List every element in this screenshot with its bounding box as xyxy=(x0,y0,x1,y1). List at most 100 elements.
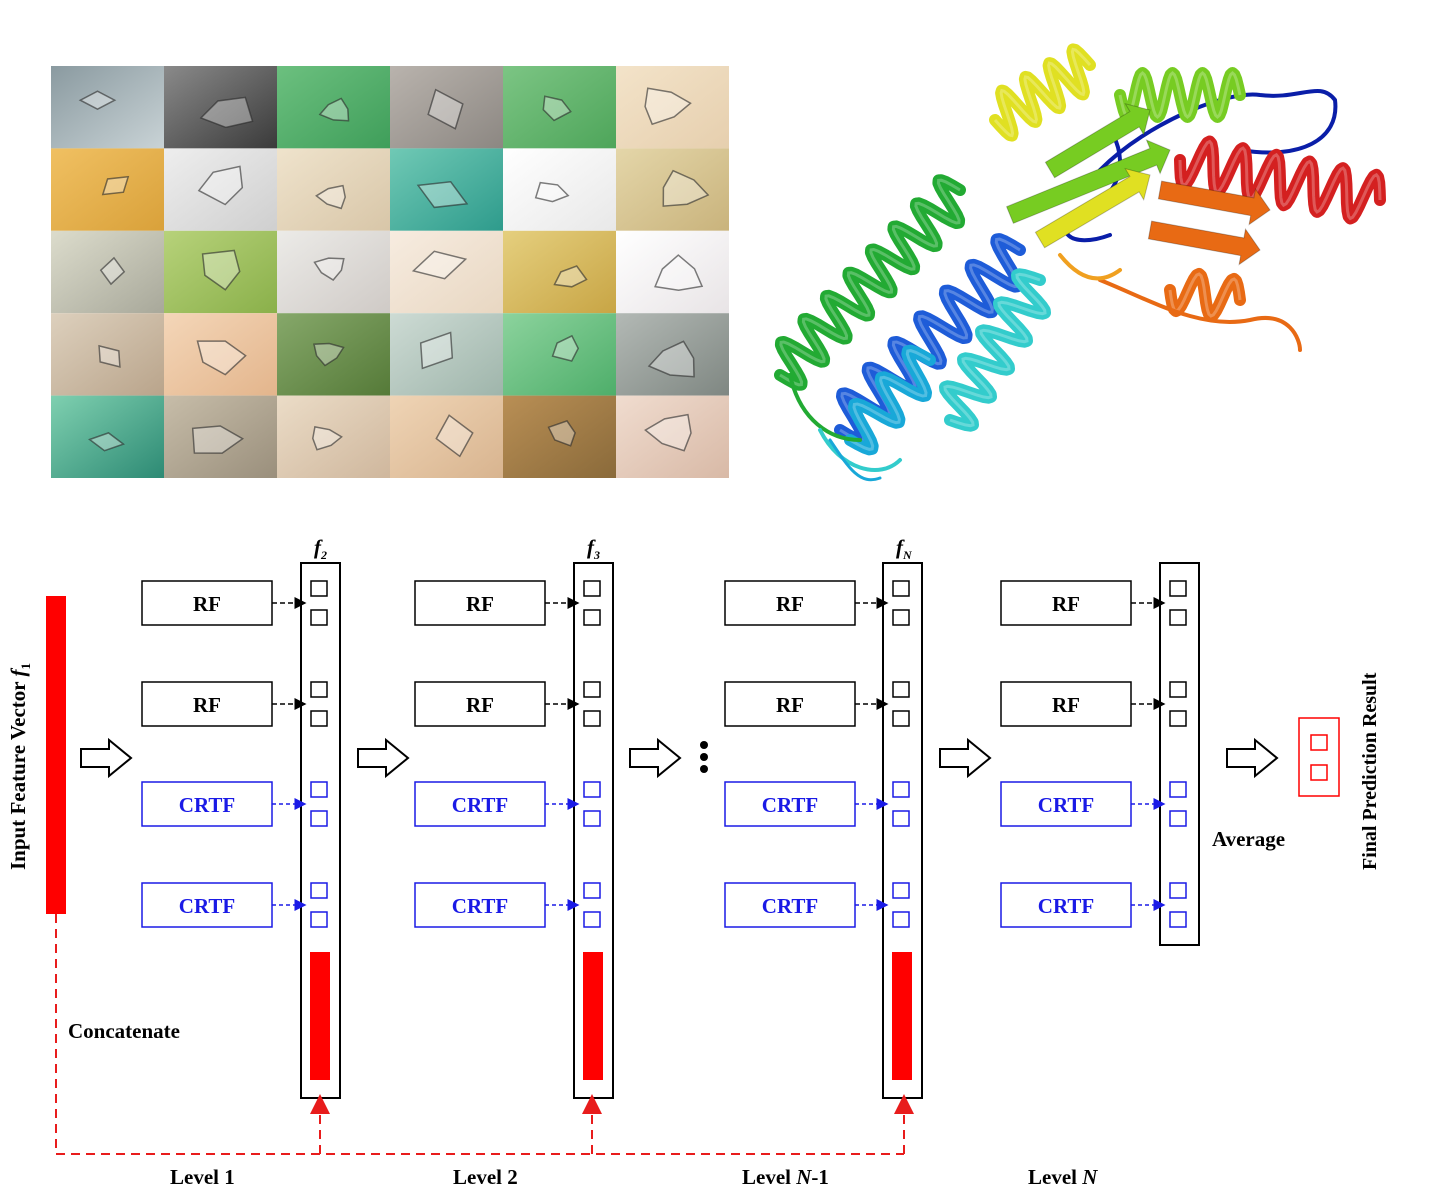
protein-sheet xyxy=(1034,167,1151,249)
crystal-photo-tile xyxy=(51,395,164,478)
protein-sheet xyxy=(1044,103,1151,179)
cascade-levels: RF RF CRTF CRTF f2 Level 1 RF RF CRTF CRTF f3 Level… xyxy=(141,535,1200,1189)
class-prob-cell xyxy=(583,681,601,698)
rf-box-label: RF xyxy=(466,693,494,717)
crystal-photo-tile xyxy=(164,395,277,478)
protein-loop xyxy=(1098,278,1302,352)
concatenate-connector xyxy=(55,914,914,1155)
crtf-box xyxy=(724,882,856,928)
feature-vector-label: fN xyxy=(896,535,913,562)
class-prob-cell xyxy=(1169,882,1187,899)
class-prob-cell xyxy=(892,710,910,727)
class-prob-cell xyxy=(1169,710,1187,727)
rf-box-label: RF xyxy=(776,693,804,717)
protein-structure-image xyxy=(774,43,1386,482)
crystal-photo-tile xyxy=(164,230,277,314)
level-label: Level 1 xyxy=(170,1165,235,1189)
crtf-box-label: CRTF xyxy=(1038,894,1094,918)
crtf-box-label: CRTF xyxy=(452,793,508,817)
class-prob-cell xyxy=(310,810,328,827)
level-2: RF RF CRTF CRTF f3 Level 2 xyxy=(414,535,614,1189)
rf-box-label: RF xyxy=(1052,592,1080,616)
rf-box xyxy=(141,580,273,626)
protein-sheet xyxy=(1157,180,1271,226)
crtf-box-label: CRTF xyxy=(762,894,818,918)
rf-box-label: RF xyxy=(776,592,804,616)
rf-box xyxy=(141,681,273,727)
rf-box-label: RF xyxy=(193,693,221,717)
flow-arrow xyxy=(357,737,410,779)
flow-arrow xyxy=(629,737,682,779)
crystal-photo-tile xyxy=(51,66,164,149)
protein-helix xyxy=(1174,135,1386,225)
class-prob-cell xyxy=(1169,580,1187,597)
final-prediction-label: Final Prediction Result xyxy=(1359,672,1381,870)
input-feature-label: Input Feature Vector f1 xyxy=(6,663,33,870)
protein-sheet xyxy=(1005,139,1171,224)
flow-arrow xyxy=(1226,737,1279,779)
class-prob-cell xyxy=(1169,609,1187,626)
rf-box-label: RF xyxy=(1052,693,1080,717)
protein-loop xyxy=(788,373,862,442)
concatenate-label: Concatenate xyxy=(68,1019,180,1043)
crystal-photo-tile xyxy=(616,230,729,314)
class-prob-cell xyxy=(310,609,328,626)
rf-box-label: RF xyxy=(193,592,221,616)
crystal-photo-tile xyxy=(390,230,503,314)
class-prob-cell xyxy=(583,810,601,827)
crystal-photo-tile xyxy=(390,148,503,231)
concat-feature-bar xyxy=(583,952,603,1080)
class-prob-cell xyxy=(583,710,601,727)
feature-vector-label: f2 xyxy=(314,535,327,562)
crystal-photo-tile xyxy=(503,66,616,149)
crystal-photo-tile xyxy=(164,66,277,149)
class-prob-cell xyxy=(583,781,601,798)
flow-arrow xyxy=(939,737,992,779)
crystal-photo-tile xyxy=(277,230,390,314)
protein-loop xyxy=(1058,253,1122,281)
class-prob-cell xyxy=(310,710,328,727)
class-prob-cell xyxy=(892,810,910,827)
crystal-photo-tile xyxy=(616,66,729,149)
crtf-box-label: CRTF xyxy=(452,894,508,918)
crystal-photo-tile xyxy=(390,66,503,149)
protein-loop xyxy=(1098,89,1338,172)
class-prob-cell xyxy=(1169,911,1187,928)
crtf-box xyxy=(724,781,856,827)
concat-feature-bar xyxy=(892,952,912,1080)
protein-helix xyxy=(1114,67,1246,123)
input-feature-bar xyxy=(46,596,66,914)
class-prob-cell xyxy=(892,609,910,626)
rf-box xyxy=(724,681,856,727)
crystal-photo-tile xyxy=(390,395,503,478)
class-prob-cell xyxy=(583,580,601,597)
protein-helix xyxy=(844,344,936,456)
crtf-box xyxy=(141,882,273,928)
protein-loop xyxy=(818,428,902,472)
crystal-photo-tile xyxy=(51,148,164,231)
protein-helix xyxy=(1164,268,1246,322)
protein-sheet xyxy=(1147,220,1261,266)
crtf-box xyxy=(414,882,546,928)
level-label: Level N-1 xyxy=(742,1165,829,1189)
rf-box-label: RF xyxy=(466,592,494,616)
class-prob-cell xyxy=(310,580,328,597)
level-label: Level 2 xyxy=(453,1165,518,1189)
crtf-box-label: CRTF xyxy=(1038,793,1094,817)
class-prob-cell xyxy=(583,882,601,899)
crystal-photo-tile xyxy=(616,148,729,231)
crystal-photo-tile xyxy=(277,313,390,396)
crystal-photo-tile xyxy=(503,395,616,478)
class-prob-cell xyxy=(310,882,328,899)
protein-helix xyxy=(989,43,1096,142)
rf-box xyxy=(1000,681,1132,727)
crystal-photo-tile xyxy=(164,313,277,396)
crystal-photo-tile xyxy=(390,313,503,396)
ellipsis-dots xyxy=(700,741,708,773)
rf-box xyxy=(414,580,546,626)
class-prob-cell xyxy=(1169,781,1187,798)
average-label: Average xyxy=(1212,827,1285,851)
class-prob-cell xyxy=(1169,810,1187,827)
flow-arrow xyxy=(80,737,133,779)
